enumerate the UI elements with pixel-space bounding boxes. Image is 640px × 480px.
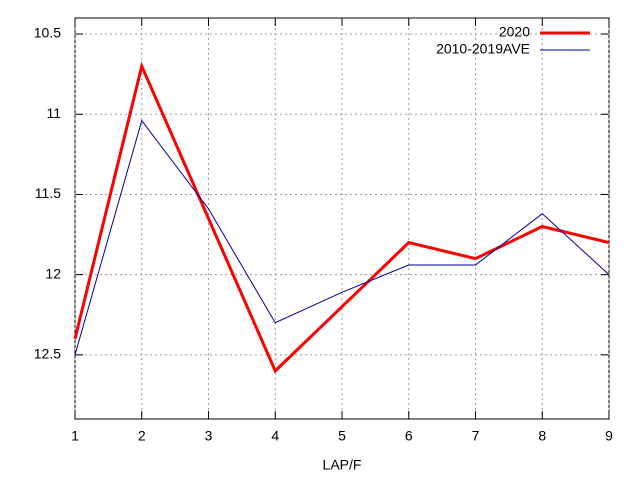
y-tick-label: 12 xyxy=(45,265,61,281)
x-tick-label: 2 xyxy=(138,428,146,444)
x-tick-label: 4 xyxy=(271,428,279,444)
y-tick-label: 12.5 xyxy=(34,346,61,362)
series-line xyxy=(74,119,610,355)
x-tick-label: 8 xyxy=(538,428,546,444)
legend-label: 2020 xyxy=(499,24,530,40)
x-tick-label: 9 xyxy=(605,428,613,444)
x-tick-label: 1 xyxy=(71,428,79,444)
x-axis-label: LAP/F xyxy=(323,457,362,473)
x-tick-label: 6 xyxy=(405,428,413,444)
y-tick-label: 10.5 xyxy=(34,25,61,41)
x-tick-label: 7 xyxy=(472,428,480,444)
y-tick-label: 11 xyxy=(46,105,61,121)
x-tick-label: 5 xyxy=(338,428,346,444)
series-line xyxy=(73,61,610,374)
y-tick-label: 11.5 xyxy=(35,185,61,201)
x-tick-label: 3 xyxy=(205,428,213,444)
legend-label: 2010-2019AVE xyxy=(436,41,530,57)
